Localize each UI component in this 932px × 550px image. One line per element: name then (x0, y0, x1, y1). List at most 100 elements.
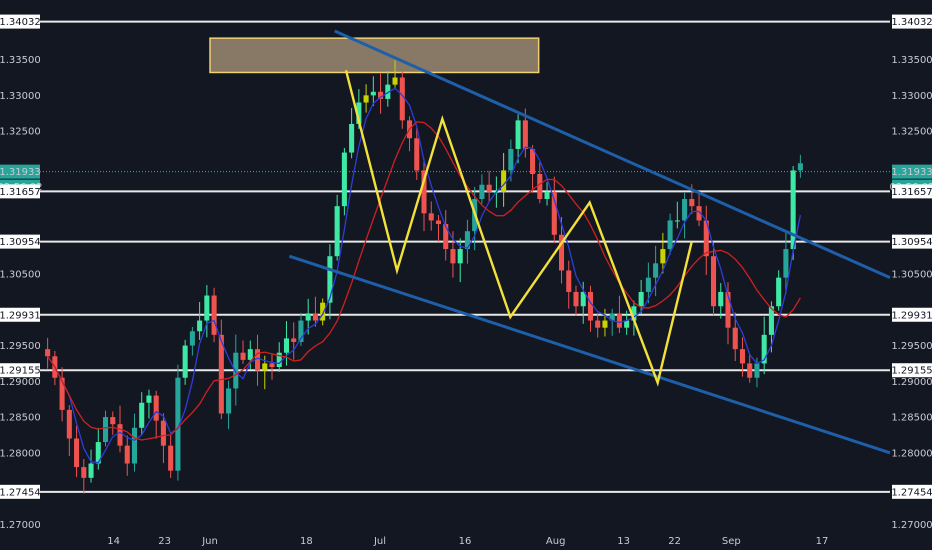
candle-body (515, 120, 521, 149)
price-axis-label: 1.27000 (891, 520, 932, 531)
candle-body (761, 334, 767, 364)
price-label-box (892, 184, 932, 199)
price-axis-label: 1.29000 (0, 377, 41, 388)
price-axis-label: 1.33500 (0, 55, 41, 66)
candle-body (81, 467, 87, 478)
candle-body (530, 148, 536, 174)
zigzag-pattern-layer (344, 70, 693, 387)
price-axis-label: 1.33000 (891, 91, 932, 102)
candle-body (595, 320, 601, 328)
candle-body (226, 388, 232, 414)
candle-body (385, 84, 391, 99)
candle-body (298, 320, 304, 342)
price-axis-label: 1.34032 (0, 17, 41, 28)
candle-body (674, 220, 680, 222)
price-axis-label: 1.27000 (0, 520, 41, 531)
candle-body (211, 295, 217, 335)
price-label-box (0, 307, 40, 322)
price-axis-label: 1.30954 (0, 237, 41, 248)
price-axis-label: 1.29931 (0, 310, 41, 321)
price-axis-label: 1.29000 (891, 377, 932, 388)
candle-body (45, 349, 51, 357)
candle-body (537, 173, 543, 200)
candle-body (254, 349, 261, 371)
price-axis-label: 1.28000 (891, 448, 932, 459)
candle-body (139, 402, 145, 428)
candle-body (768, 306, 774, 335)
ma-slow-line (47, 121, 801, 441)
price-label-box (892, 164, 932, 179)
price-label-box (0, 363, 40, 378)
price-axis-label: 1.32500 (891, 127, 932, 138)
price-label-box (0, 14, 40, 29)
candle-body (573, 291, 579, 307)
price-axis-label: 1.31933 (891, 167, 932, 178)
price-axis-label: 1.27454 (891, 487, 932, 498)
price-axis-label: 1.30954 (891, 237, 932, 248)
candle-body (349, 123, 355, 153)
candle-body (276, 352, 282, 368)
price-label-box (892, 14, 932, 29)
candle-body (797, 163, 803, 171)
candle-body (450, 249, 456, 264)
moving-averages-layer (47, 87, 802, 464)
candle-body (551, 191, 557, 235)
candle-body (486, 184, 492, 192)
candle-body (501, 170, 507, 192)
price-label-box (892, 484, 932, 499)
price-axis-label: 1.28000 (0, 448, 41, 459)
candle-body (356, 102, 362, 124)
candle-body (732, 327, 738, 350)
candle-body (443, 224, 449, 250)
candle-body (667, 220, 673, 250)
time-axis-label: 23 (158, 536, 171, 547)
candle-body (110, 417, 116, 425)
candle-body (291, 338, 297, 342)
time-axis-label: 22 (668, 536, 681, 547)
candle-body (320, 302, 326, 321)
candle-body (124, 445, 130, 464)
price-axis-label: 1.30500 (891, 270, 932, 281)
time-axis-label: 18 (300, 536, 313, 547)
price-axis-label: 1.28500 (891, 413, 932, 424)
candle-body (327, 256, 333, 303)
candle-body (739, 349, 746, 364)
candle-body (624, 320, 630, 328)
candle-body (175, 377, 181, 471)
resistance-zone-layer (209, 37, 540, 74)
zigzag-pattern-line (344, 70, 693, 387)
price-label-box (0, 484, 40, 499)
candle-body (312, 313, 318, 321)
candle-body (341, 152, 347, 207)
candle-body (117, 424, 123, 446)
time-axis-label: 16 (459, 536, 472, 547)
candle-body (776, 277, 782, 307)
candle-body (102, 417, 109, 443)
candle-body (660, 249, 666, 264)
candle-body (370, 91, 376, 96)
candle-body (558, 234, 565, 271)
candle-body (638, 291, 644, 307)
price-axis-label: 1.34032 (891, 17, 932, 28)
candle-body (305, 313, 311, 321)
candle-body (522, 120, 528, 149)
candle-body (631, 306, 637, 321)
price-label-box (892, 234, 932, 249)
candle-body (88, 463, 94, 478)
candle-body (95, 442, 101, 464)
time-axis-label: 17 (816, 536, 829, 547)
candle-body (653, 263, 659, 278)
price-label-box (892, 363, 932, 378)
resistance-zone (209, 37, 540, 74)
candle-body (399, 77, 405, 121)
candle-body (616, 313, 622, 328)
price-axis-label: 1.31657 (891, 187, 932, 198)
candle-body (790, 170, 796, 250)
candle-body (146, 395, 152, 403)
candle-body (414, 138, 420, 171)
candle-body (747, 363, 753, 378)
candle-body (247, 349, 253, 360)
candle-body (696, 206, 702, 221)
